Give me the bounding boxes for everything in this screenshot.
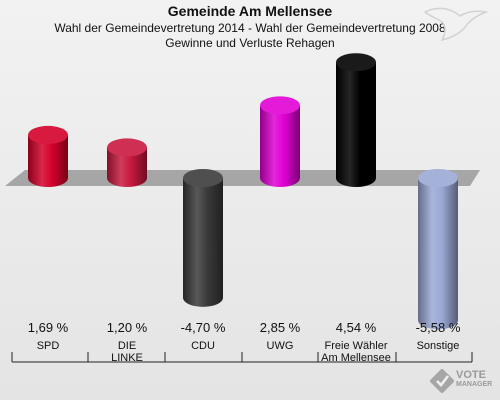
- bar-cap: [28, 125, 68, 144]
- bar-body: [418, 178, 458, 330]
- chart-subtitle-region: Gewinne und Verluste Rehagen: [165, 36, 335, 50]
- category-label-line: Sonstige: [416, 340, 460, 352]
- logo-word-manager: MANAGER: [456, 381, 493, 388]
- bar-cap: [336, 53, 376, 72]
- bar: [28, 125, 68, 187]
- category-label-line: CDU: [191, 340, 215, 352]
- category-label: CDU: [165, 340, 241, 352]
- bar-body: [183, 178, 223, 307]
- value-label: 1,20 %: [106, 320, 148, 335]
- bar: [107, 138, 147, 187]
- bar-body: [28, 134, 68, 187]
- category-label: UWG: [242, 340, 318, 352]
- vote-manager-logo: VOTE MANAGER: [430, 367, 498, 397]
- value-label: 1,69 %: [27, 320, 69, 335]
- category-label: Freie Wähler Am Mellensee: [318, 340, 394, 364]
- category-label-line: UWG: [266, 340, 294, 352]
- value-label: -5,58 %: [415, 320, 461, 335]
- value-label: -4,70 %: [180, 320, 226, 335]
- bar-cap: [107, 138, 147, 157]
- category-label-line: Am Mellensee: [321, 352, 391, 364]
- bar-cap: [418, 169, 458, 187]
- category-label-line: SPD: [36, 340, 60, 352]
- bar: [336, 53, 376, 188]
- vote-check-icon: [430, 369, 454, 393]
- bar-body: [260, 105, 300, 187]
- category-label-line: DIE: [117, 340, 137, 352]
- logo-word-vote: VOTE: [456, 369, 486, 381]
- chart-title: Gemeinde Am Mellensee: [167, 3, 333, 19]
- category-label-line: Freie Wähler: [324, 340, 388, 352]
- zero-baseline-band: [5, 170, 480, 186]
- bar: [418, 169, 458, 330]
- category-label-line: LINKE: [111, 352, 143, 364]
- bar-cap: [260, 96, 300, 115]
- value-label: 2,85 %: [259, 320, 301, 335]
- bar-body: [107, 147, 147, 187]
- bar: [183, 169, 223, 307]
- category-label: SPD: [10, 340, 86, 352]
- bar-cap: [183, 169, 223, 187]
- bar: [260, 96, 300, 187]
- eagle-watermark-icon: [423, 7, 489, 42]
- category-label: Sonstige: [400, 340, 476, 352]
- chart-subtitle: Wahl der Gemeindevertretung 2014 - Wahl …: [54, 21, 446, 35]
- category-label: DIE LINKE: [89, 340, 165, 364]
- bar-body: [336, 62, 376, 188]
- value-label: 4,54 %: [335, 320, 377, 335]
